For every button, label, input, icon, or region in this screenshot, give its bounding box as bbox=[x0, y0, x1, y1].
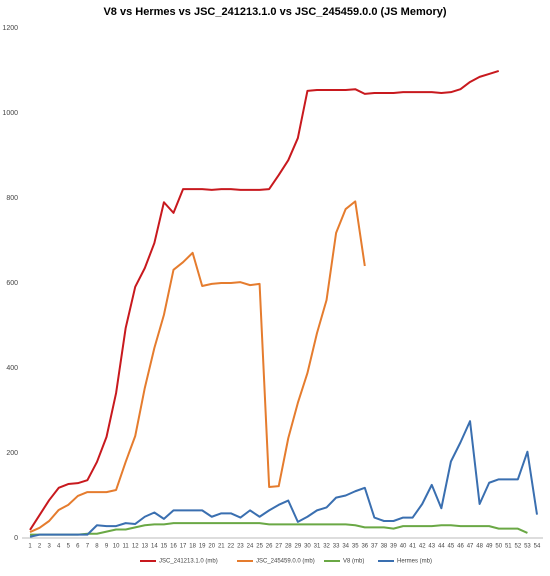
x-tick-label: 51 bbox=[505, 544, 512, 550]
x-tick-label: 29 bbox=[295, 544, 302, 550]
y-tick-label: 1200 bbox=[2, 25, 18, 32]
x-tick-label: 42 bbox=[419, 544, 426, 550]
x-tick-label: 25 bbox=[256, 544, 263, 550]
x-tick-label: 36 bbox=[361, 544, 368, 550]
x-tick-label: 6 bbox=[76, 544, 80, 550]
series-line bbox=[29, 420, 538, 538]
x-tick-label: 11 bbox=[123, 544, 130, 550]
x-tick-label: 34 bbox=[342, 544, 349, 550]
x-tick-label: 24 bbox=[247, 544, 254, 550]
x-tick-label: 1 bbox=[28, 544, 32, 550]
x-tick-label: 9 bbox=[105, 544, 109, 550]
y-tick-label: 1000 bbox=[2, 110, 18, 117]
x-tick-label: 26 bbox=[266, 544, 273, 550]
series-line bbox=[29, 69, 500, 531]
x-tick-label: 48 bbox=[476, 544, 483, 550]
x-tick-label: 39 bbox=[390, 544, 397, 550]
x-tick-label: 16 bbox=[170, 544, 177, 550]
series-line bbox=[29, 200, 366, 533]
x-tick-label: 49 bbox=[486, 544, 493, 550]
legend-label: JSC_245459.0.0 (mb) bbox=[256, 559, 315, 565]
x-tick-label: 28 bbox=[285, 544, 292, 550]
y-tick-label: 600 bbox=[6, 280, 18, 287]
x-tick-label: 38 bbox=[381, 544, 388, 550]
x-tick-label: 18 bbox=[189, 544, 196, 550]
x-tick-label: 23 bbox=[237, 544, 244, 550]
x-tick-label: 43 bbox=[428, 544, 435, 550]
x-tick-label: 20 bbox=[208, 544, 215, 550]
y-tick-label: 800 bbox=[6, 195, 18, 202]
x-tick-label: 12 bbox=[132, 544, 139, 550]
x-tick-label: 10 bbox=[113, 544, 120, 550]
series-line bbox=[30, 522, 528, 536]
x-tick-label: 2 bbox=[38, 544, 42, 550]
y-tick-label: 0 bbox=[14, 535, 18, 542]
y-tick-label: 200 bbox=[6, 450, 18, 457]
x-tick-label: 8 bbox=[95, 544, 99, 550]
x-tick-label: 40 bbox=[400, 544, 407, 550]
x-tick-label: 44 bbox=[438, 544, 445, 550]
x-tick-label: 32 bbox=[323, 544, 330, 550]
legend-label: Hermes (mb) bbox=[397, 559, 432, 565]
x-tick-label: 33 bbox=[333, 544, 340, 550]
x-tick-label: 41 bbox=[409, 544, 416, 550]
x-tick-label: 47 bbox=[467, 544, 474, 550]
x-tick-label: 14 bbox=[151, 544, 158, 550]
legend-label: JSC_241213.1.0 (mb) bbox=[159, 559, 218, 565]
x-tick-label: 21 bbox=[218, 544, 225, 550]
x-tick-label: 5 bbox=[67, 544, 71, 550]
y-tick-label: 400 bbox=[6, 365, 18, 372]
x-tick-label: 37 bbox=[371, 544, 378, 550]
x-tick-label: 7 bbox=[86, 544, 90, 550]
x-tick-label: 50 bbox=[495, 544, 502, 550]
x-tick-label: 45 bbox=[448, 544, 455, 550]
x-tick-label: 4 bbox=[57, 544, 61, 550]
x-tick-label: 27 bbox=[275, 544, 282, 550]
x-tick-label: 22 bbox=[228, 544, 235, 550]
chart-title: V8 vs Hermes vs JSC_241213.1.0 vs JSC_24… bbox=[103, 6, 446, 18]
x-tick-label: 35 bbox=[352, 544, 359, 550]
x-tick-label: 54 bbox=[534, 544, 541, 550]
x-tick-label: 53 bbox=[524, 544, 531, 550]
legend-label: V8 (mb) bbox=[343, 559, 364, 565]
x-tick-label: 13 bbox=[141, 544, 148, 550]
x-tick-label: 3 bbox=[47, 544, 51, 550]
x-tick-label: 17 bbox=[180, 544, 187, 550]
x-tick-label: 46 bbox=[457, 544, 464, 550]
x-tick-label: 19 bbox=[199, 544, 206, 550]
x-tick-label: 52 bbox=[515, 544, 522, 550]
x-tick-label: 31 bbox=[314, 544, 321, 550]
x-tick-label: 30 bbox=[304, 544, 311, 550]
x-tick-label: 15 bbox=[161, 544, 168, 550]
